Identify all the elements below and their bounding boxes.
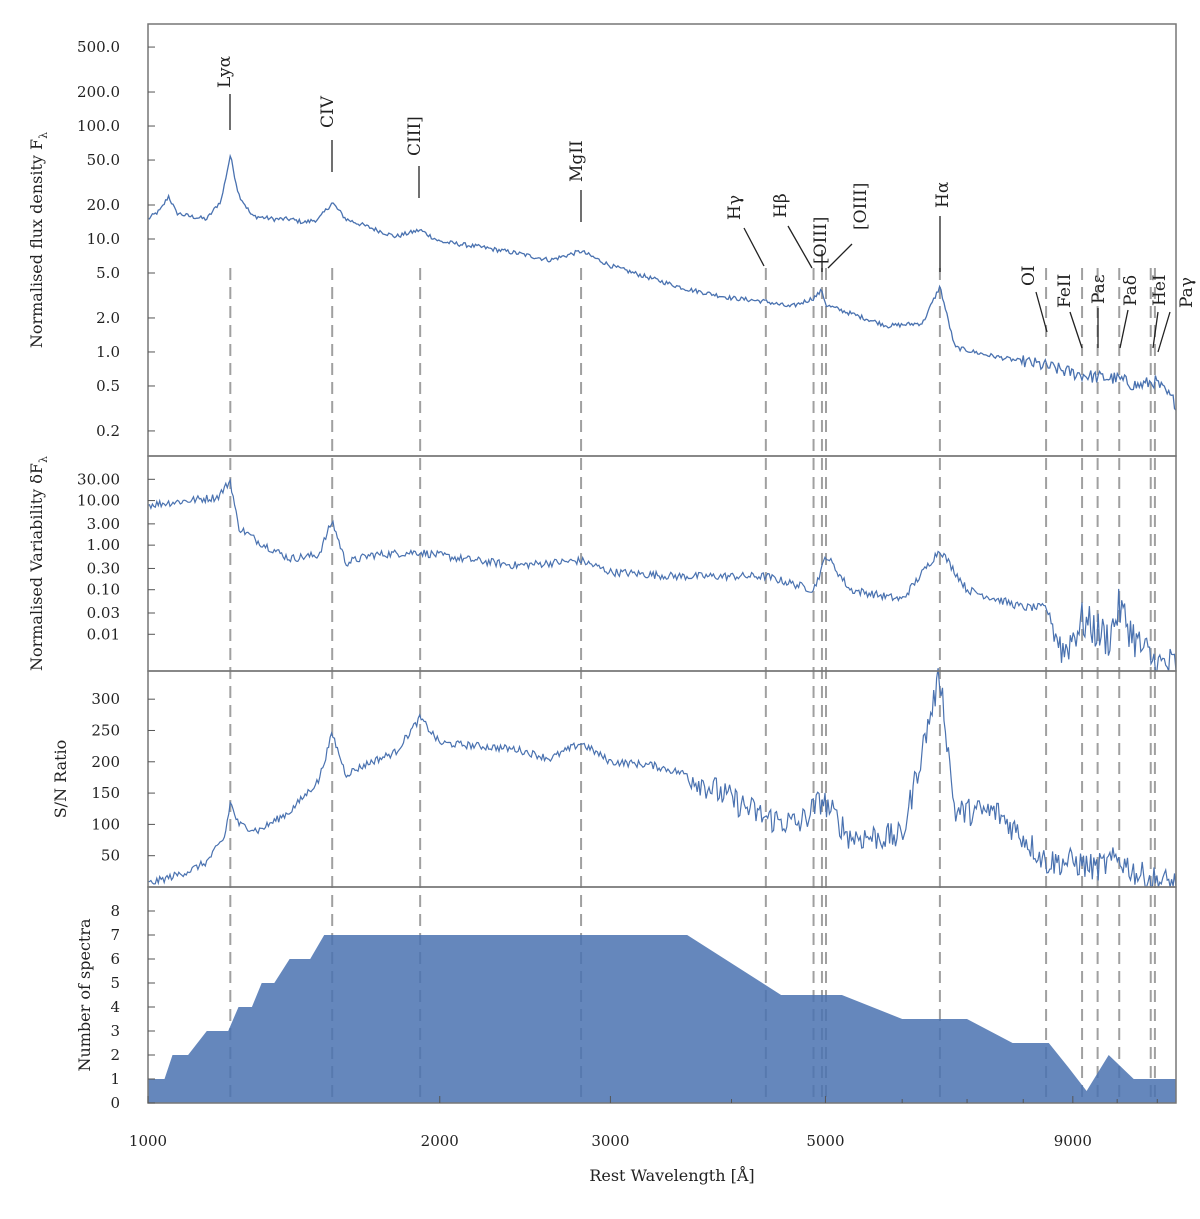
ylabel-group-flux: Normalised flux density Fλ: [27, 132, 50, 348]
line-label-leader-13: [1152, 311, 1159, 349]
ytick-label-nspec-8: 0: [110, 1094, 120, 1112]
line-label-leader-5: [787, 225, 813, 269]
ytick-label-nspec-7: 1: [110, 1070, 120, 1088]
line-label-2: CIII]: [405, 116, 425, 156]
ylabel-sub-variability: λ: [37, 456, 50, 463]
line-label-leader-4: [743, 227, 765, 267]
ytick-label-flux-1: 200.0: [77, 83, 120, 101]
ylabel-group-nspec: Number of spectra: [75, 918, 94, 1072]
ytick-label-snr-1: 250: [91, 721, 120, 739]
line-label-leader-14: [1157, 311, 1171, 353]
series-flux: [147, 153, 1177, 411]
ytick-label-flux-3: 50.0: [87, 151, 120, 169]
panel-frame-variability: [147, 455, 1177, 672]
ytick-label-flux-6: 5.0: [96, 264, 120, 282]
line-label-9: OI: [1019, 265, 1039, 286]
line-label-leader-10: [1069, 311, 1083, 349]
line-label-13: HeI: [1150, 274, 1170, 306]
series-layer: [147, 153, 1177, 1103]
ytick-label-variability-4: 0.30: [87, 559, 120, 577]
ytick-label-variability-7: 0.01: [87, 625, 120, 643]
xtick-label-1: 2000: [421, 1132, 459, 1150]
series-nspec-fill: [148, 935, 1176, 1103]
ytick-label-snr-0: 300: [91, 690, 120, 708]
ytick-label-snr-5: 50: [101, 847, 120, 865]
ytick-label-flux-7: 2.0: [96, 309, 120, 327]
ytick-label-nspec-4: 4: [110, 998, 120, 1016]
emission-line-labels: Lyα CIV CIII] MgII Hγ Hβ [OIII] [OIII] Hα OI FeII P…: [215, 55, 1197, 353]
ytick-label-flux-5: 10.0: [87, 230, 120, 248]
ytick-label-snr-3: 150: [91, 784, 120, 802]
xtick-label-0: 1000: [129, 1132, 167, 1150]
ylabel-flux: Normalised flux density F: [27, 139, 46, 348]
ytick-label-variability-2: 3.00: [87, 515, 120, 533]
ytick-label-snr-4: 100: [91, 815, 120, 833]
xtick-label-2: 3000: [591, 1132, 629, 1150]
ylabel-variability: Normalised Variability δF: [27, 463, 46, 671]
ytick-label-flux-4: 20.0: [87, 196, 120, 214]
ytick-label-nspec-1: 7: [110, 926, 120, 944]
ylabel-sub-flux: λ: [37, 132, 50, 139]
panel-frame-flux: [147, 23, 1177, 457]
xtick-label-4: 9000: [1054, 1132, 1092, 1150]
line-label-0: Lyα: [215, 55, 235, 88]
ytick-label-nspec-0: 8: [110, 902, 120, 920]
ytick-label-flux-9: 0.5: [96, 377, 120, 395]
line-label-6: [OIII]: [811, 217, 831, 264]
ytick-label-variability-1: 10.00: [77, 492, 120, 510]
ytick-label-variability-6: 0.03: [87, 604, 120, 622]
ytick-label-nspec-2: 6: [110, 950, 120, 968]
xtick-label-3: 5000: [806, 1132, 844, 1150]
ytick-label-variability-3: 1.00: [87, 536, 120, 554]
line-label-11: Paε: [1089, 274, 1109, 304]
line-label-8: Hα: [933, 181, 953, 208]
ytick-label-nspec-3: 5: [110, 974, 120, 992]
line-label-leader-12: [1119, 309, 1129, 349]
ytick-label-nspec-5: 3: [110, 1022, 120, 1040]
ytick-label-flux-10: 0.2: [96, 422, 120, 440]
line-label-7: [OIII]: [851, 183, 871, 230]
line-label-1: CIV: [318, 95, 338, 128]
line-label-10: FeII: [1055, 274, 1075, 308]
ytick-label-variability-5: 0.10: [87, 581, 120, 599]
line-label-14: Paγ: [1177, 277, 1197, 308]
tick-layer: 500.0 200.0 100.0 50.0 20.0 10.0 5.0 2.0 1.0 0.5 0…: [77, 38, 1158, 1150]
ytick-label-snr-2: 200: [91, 753, 120, 771]
line-label-3: MgII: [567, 140, 587, 182]
ylabel-group-variability: Normalised Variability δFλ: [27, 456, 50, 671]
line-label-5: Hβ: [771, 193, 791, 218]
ytick-label-flux-8: 1.0: [96, 343, 120, 361]
panel-frames: [147, 23, 1177, 1104]
line-label-leader-7: [827, 243, 853, 269]
panel-frame-nspec: [147, 886, 1177, 1104]
ytick-label-flux-0: 500.0: [77, 38, 120, 56]
line-label-leader-9: [1035, 291, 1048, 333]
line-label-4: Hγ: [725, 195, 745, 220]
series-snr: [147, 668, 1177, 889]
ylabel-group-snr: S/N Ratio: [51, 740, 70, 819]
ylabel-nspec: Number of spectra: [75, 918, 94, 1072]
ytick-label-flux-2: 100.0: [77, 117, 120, 135]
line-label-12: Paδ: [1121, 275, 1141, 306]
series-variability: [147, 477, 1177, 672]
ytick-label-nspec-6: 2: [110, 1046, 120, 1064]
ylabel-snr: S/N Ratio: [51, 740, 70, 819]
ytick-label-variability-0: 30.00: [77, 470, 120, 488]
panel-frame-snr: [147, 670, 1177, 888]
xlabel: Rest Wavelength [Å]: [589, 1165, 754, 1185]
